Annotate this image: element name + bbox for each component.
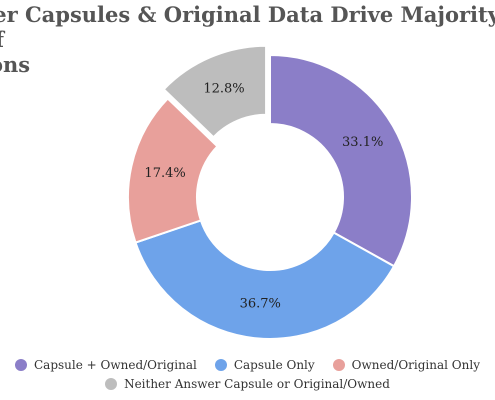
legend-row: Capsule + Owned/Original Capsule Only Ow… (0, 355, 495, 374)
slice-value-label: 33.1% (342, 135, 383, 150)
legend-marker (332, 358, 345, 371)
donut-slice[interactable] (162, 44, 268, 139)
legend-marker (14, 358, 27, 371)
legend-label: Owned/Original Only (351, 357, 480, 372)
slice-value-label: 36.7% (240, 297, 281, 312)
legend-item-capsule-owned[interactable]: Capsule + Owned/Original (14, 357, 197, 372)
legend-item-capsule-only[interactable]: Capsule Only (214, 357, 315, 372)
legend-label: Capsule Only (233, 357, 315, 372)
legend-label: Neither Answer Capsule or Original/Owned (124, 376, 390, 391)
chart-legend: Capsule + Owned/Original Capsule Only Ow… (0, 355, 495, 393)
legend-label: Capsule + Owned/Original (33, 357, 197, 372)
chart-title-line-2: ions (0, 52, 31, 77)
chart-title: ver Capsules & Original Data Drive Major… (0, 2, 495, 77)
legend-marker (214, 358, 227, 371)
legend-item-neither[interactable]: Neither Answer Capsule or Original/Owned (105, 377, 390, 391)
legend-item-owned-original-only[interactable]: Owned/Original Only (332, 357, 480, 372)
slice-value-label: 17.4% (144, 166, 185, 181)
donut-slice[interactable] (127, 97, 219, 244)
slice-value-label: 12.8% (203, 81, 244, 96)
donut-slice[interactable] (134, 219, 396, 340)
donut-chart: 33.1% 36.7% 17.4% 12.8% (127, 44, 413, 340)
legend-marker (105, 377, 118, 390)
chart-title-line-1: ver Capsules & Original Data Drive Major… (0, 2, 495, 52)
legend-row: Neither Answer Capsule or Original/Owned (0, 374, 495, 393)
donut-slice[interactable] (269, 53, 413, 268)
